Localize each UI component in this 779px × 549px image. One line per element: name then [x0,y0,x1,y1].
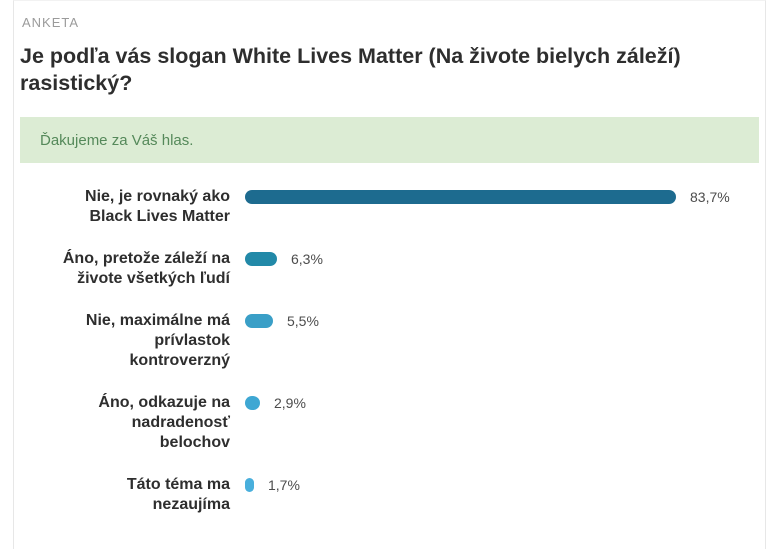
vote-thanks-text: Ďakujeme za Váš hlas. [40,131,194,149]
poll-result-row: Nie, je rovnaký ako Black Lives Matter 83… [20,187,759,227]
answer-label-line: živote všetkých ľudí [77,270,230,287]
answer-label: Áno, pretože záleží na živote všetkých ľu… [20,249,230,289]
result-bar [245,252,277,266]
poll-results-chart: Nie, je rovnaký ako Black Lives Matter 83… [20,187,759,515]
answer-label-line: belochov [159,434,230,451]
result-percent: 83,7% [690,189,730,205]
answer-label: Nie, je rovnaký ako Black Lives Matter [20,187,230,227]
answer-label-line: nezaujíma [152,496,230,513]
bar-area: 5,5% [245,311,319,331]
result-bar [245,314,273,328]
result-percent: 6,3% [291,251,323,267]
answer-label: Táto téma ma nezaujíma [20,475,230,515]
poll-result-row: Nie, maximálne má prívlastok kontroverzný … [20,311,759,371]
result-bar [245,396,260,410]
poll-result-row: Táto téma ma nezaujíma 1,7% [20,475,759,515]
answer-label-line: nadradenosť [131,414,230,431]
answer-label-line: Áno, pretože záleží na [62,250,230,267]
bar-area: 6,3% [245,249,323,269]
poll-widget: ANKETA Je podľa vás slogan White Lives M… [13,0,766,549]
vote-thanks-banner: Ďakujeme za Váš hlas. [20,117,759,163]
poll-kicker: ANKETA [22,15,80,30]
answer-label: Nie, maximálne má prívlastok kontroverzný [20,311,230,371]
answer-label-line: Nie, maximálne má [85,312,230,329]
result-percent: 5,5% [287,313,319,329]
poll-question: Je podľa vás slogan White Lives Matter (… [20,44,681,95]
answer-label-line: kontroverzný [129,352,230,369]
poll-result-row: Áno, odkazuje na nadradenosť belochov 2,9% [20,393,759,453]
poll-result-row: Áno, pretože záleží na živote všetkých ľu… [20,249,759,289]
answer-label: Áno, odkazuje na nadradenosť belochov [20,393,230,453]
result-bar [245,478,254,492]
answer-label-line: Áno, odkazuje na [98,394,230,411]
result-bar [245,190,676,204]
bar-area: 1,7% [245,475,300,495]
result-percent: 2,9% [274,395,306,411]
bar-area: 2,9% [245,393,306,413]
answer-label-line: Black Lives Matter [89,208,230,225]
bar-area: 83,7% [245,187,730,207]
result-percent: 1,7% [268,477,300,493]
answer-label-line: Táto téma ma [126,476,230,493]
answer-label-line: Nie, je rovnaký ako [85,188,230,205]
answer-label-line: prívlastok [154,332,230,349]
